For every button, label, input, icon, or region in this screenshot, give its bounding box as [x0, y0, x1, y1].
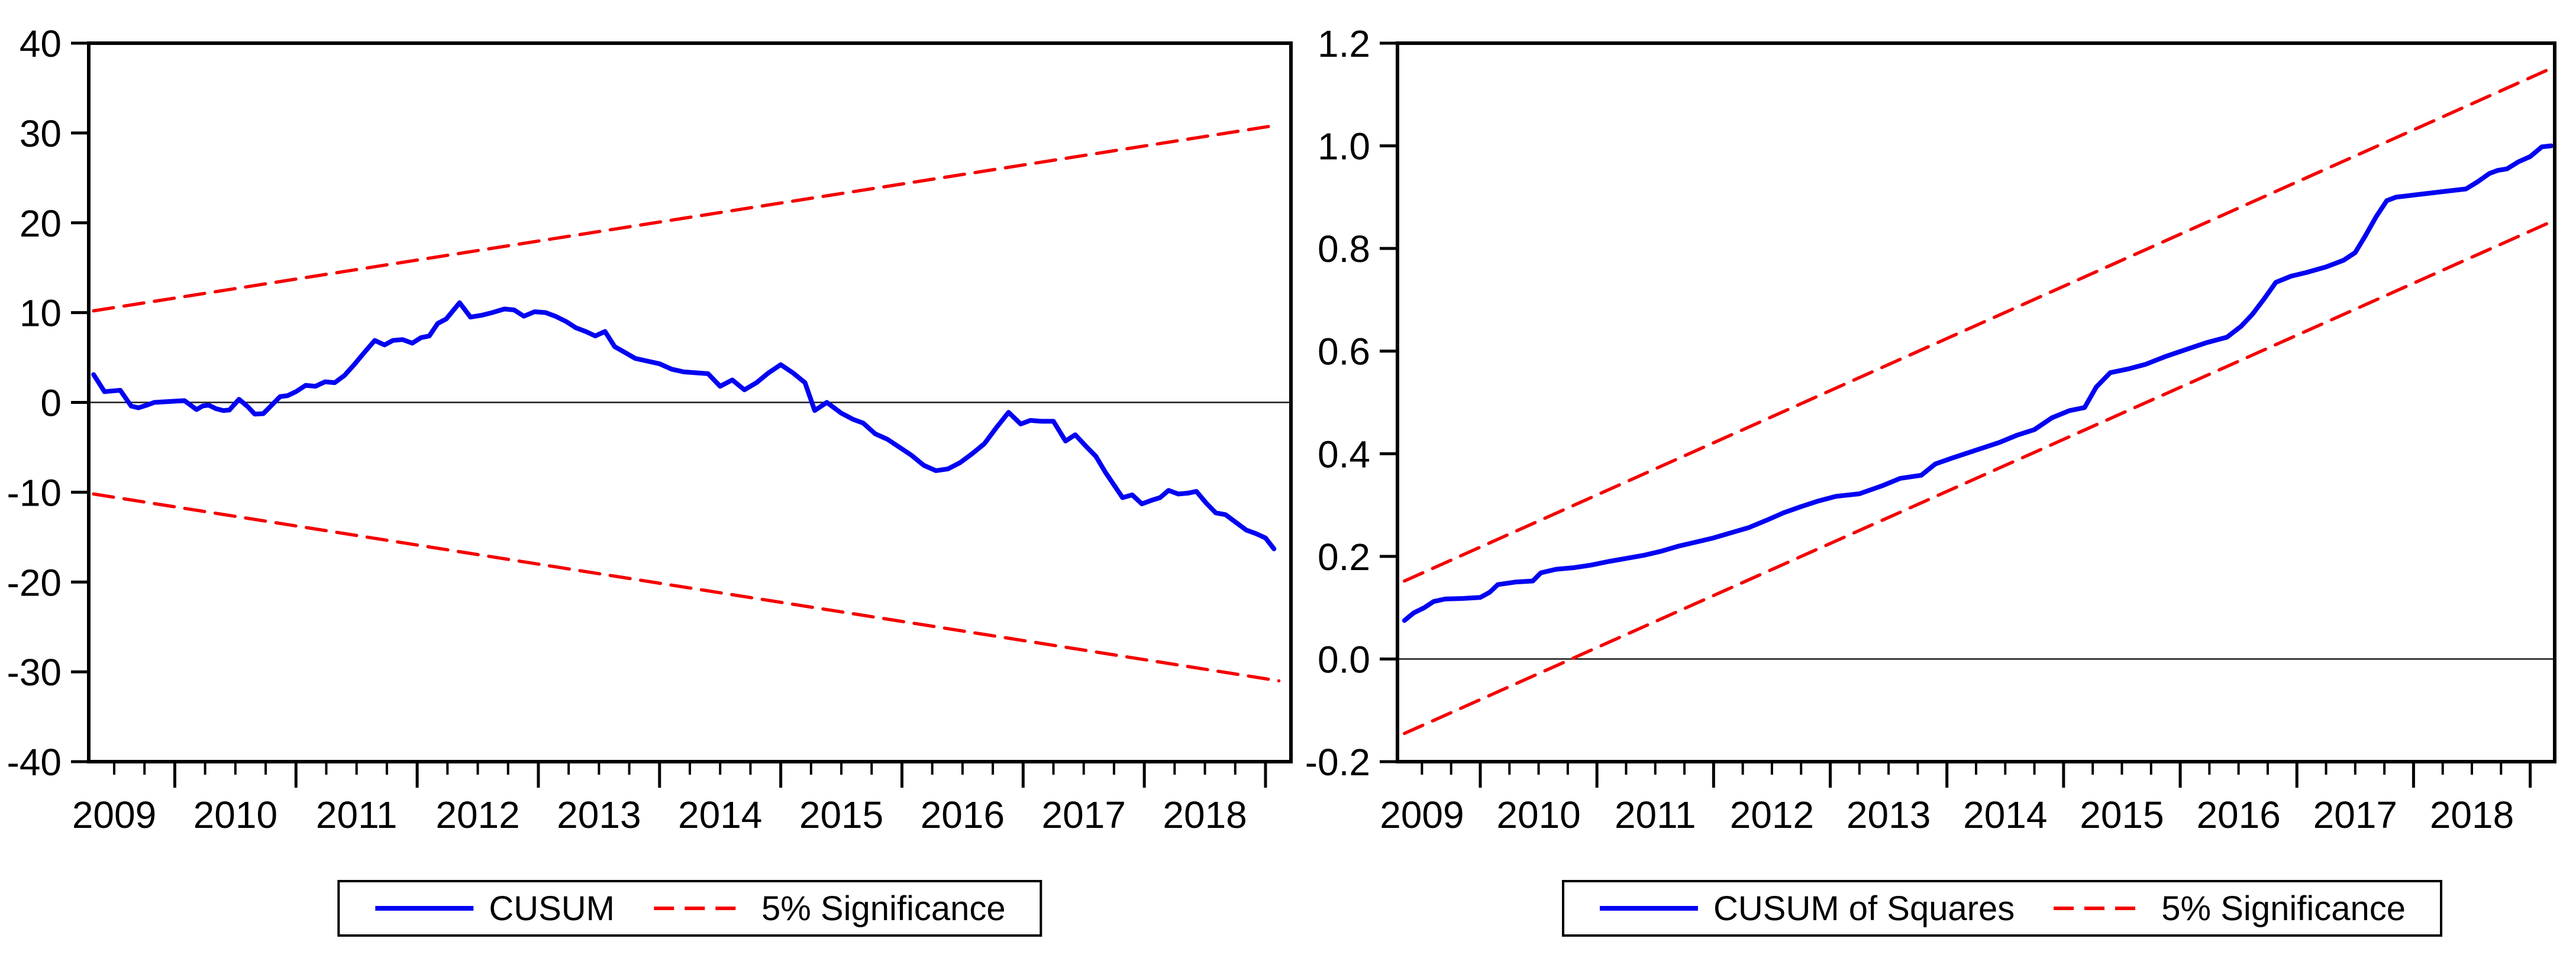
cusum-legend: CUSUM 5% Significance [337, 880, 1042, 937]
svg-text:2014: 2014 [678, 794, 762, 836]
svg-text:-20: -20 [7, 561, 62, 604]
svg-text:-0.2: -0.2 [1305, 741, 1370, 784]
significance-line-swatch [2054, 907, 2146, 910]
svg-text:2015: 2015 [2080, 794, 2164, 836]
svg-text:1.0: 1.0 [1318, 125, 1370, 168]
svg-text:2012: 2012 [435, 794, 519, 836]
svg-text:2015: 2015 [799, 794, 883, 836]
svg-text:0.8: 0.8 [1318, 228, 1370, 270]
svg-text:40: 40 [20, 22, 62, 65]
svg-text:2010: 2010 [193, 794, 277, 836]
svg-text:0: 0 [40, 382, 62, 425]
svg-text:2016: 2016 [921, 794, 1005, 836]
svg-text:1.2: 1.2 [1318, 22, 1370, 65]
svg-text:2011: 2011 [1615, 794, 1696, 836]
svg-text:2018: 2018 [1163, 794, 1247, 836]
svg-text:-40: -40 [7, 741, 62, 784]
svg-text:-10: -10 [7, 471, 62, 514]
svg-text:0.2: 0.2 [1318, 536, 1370, 578]
svg-text:2017: 2017 [1042, 794, 1126, 836]
svg-text:2013: 2013 [1847, 794, 1931, 836]
svg-text:0.4: 0.4 [1318, 433, 1370, 475]
svg-text:2009: 2009 [1380, 794, 1464, 836]
significance-legend-label: 5% Significance [2161, 889, 2406, 928]
svg-text:10: 10 [20, 292, 62, 335]
cusumsq-line-swatch [1600, 906, 1699, 911]
svg-text:2013: 2013 [557, 794, 641, 836]
cusum-legend-label: CUSUM [489, 889, 615, 928]
svg-text:2010: 2010 [1496, 794, 1580, 836]
svg-text:0.6: 0.6 [1318, 331, 1370, 373]
svg-text:2014: 2014 [1963, 794, 2047, 836]
svg-text:2018: 2018 [2430, 794, 2514, 836]
cusumsq-legend-label: CUSUM of Squares [1713, 889, 2015, 928]
svg-text:20: 20 [20, 202, 62, 245]
svg-text:0.0: 0.0 [1318, 638, 1370, 681]
significance-line-swatch [653, 907, 746, 910]
cusum-line-swatch [375, 906, 474, 911]
svg-text:2009: 2009 [72, 794, 156, 836]
svg-text:30: 30 [20, 112, 62, 155]
significance-legend-label: 5% Significance [761, 889, 1006, 928]
svg-text:2016: 2016 [2196, 794, 2280, 836]
svg-text:2012: 2012 [1730, 794, 1814, 836]
svg-text:2011: 2011 [316, 794, 398, 836]
svg-text:-30: -30 [7, 651, 62, 694]
cusumsq-legend: CUSUM of Squares 5% Significance [1562, 880, 2442, 937]
svg-text:2017: 2017 [2313, 794, 2397, 836]
